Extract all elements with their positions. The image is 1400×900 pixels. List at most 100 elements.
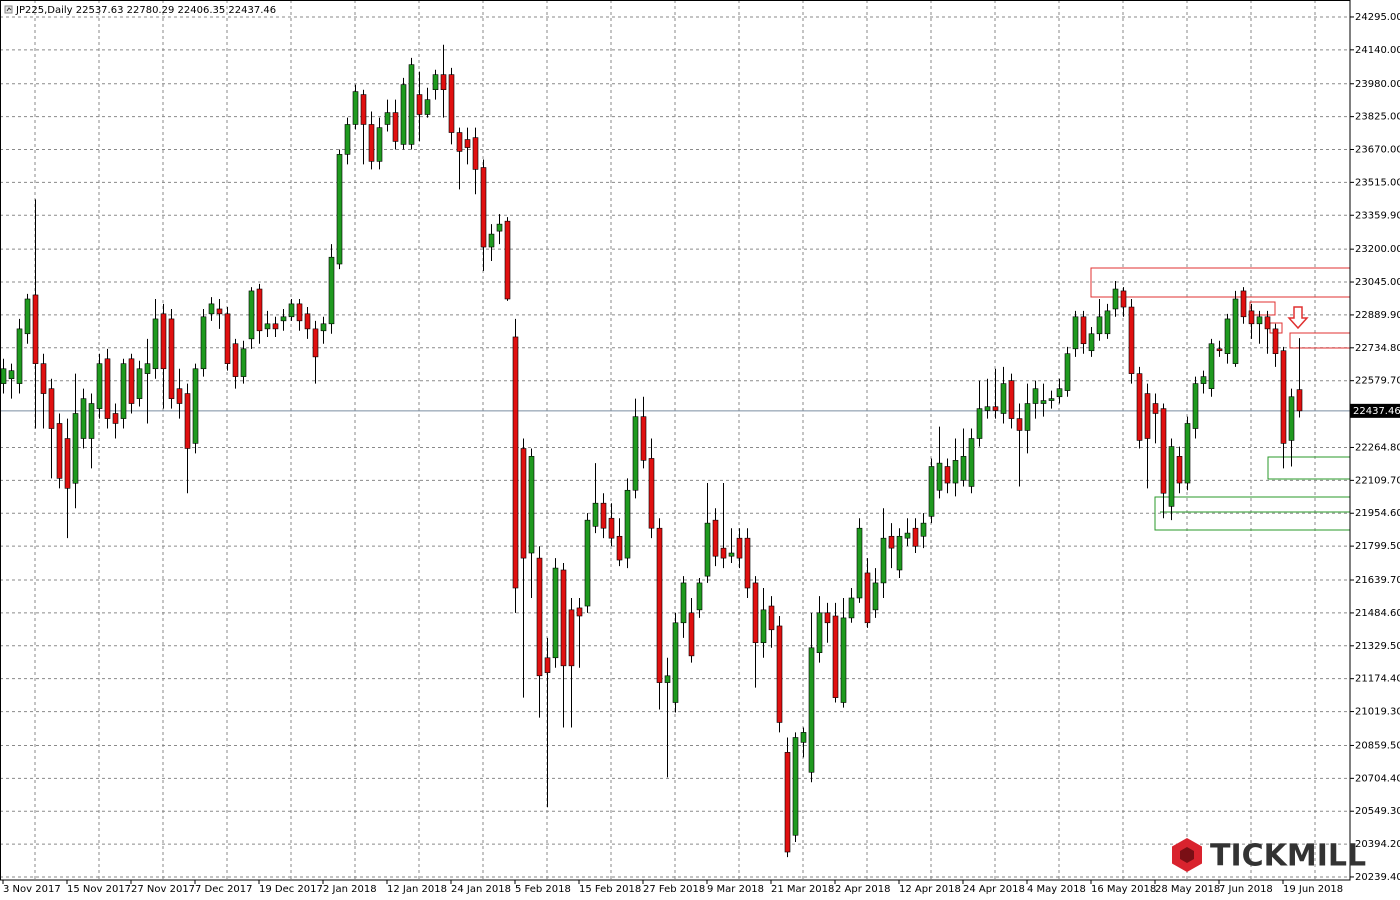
candle-body	[840, 617, 847, 703]
candle-body	[760, 609, 767, 644]
x-tick-label: 24 Apr 2018	[963, 884, 1025, 895]
candle-body	[792, 737, 799, 836]
candle-body	[160, 313, 167, 370]
candle-body	[1144, 393, 1151, 439]
candle-body	[392, 112, 399, 142]
candle-body	[184, 393, 191, 449]
y-tick-label: 20549.30	[1355, 806, 1400, 817]
candle-body	[296, 303, 303, 322]
candle-body	[1184, 423, 1191, 484]
y-tick-label: 21019.30	[1355, 707, 1400, 718]
y-tick-label: 20859.50	[1355, 740, 1400, 751]
candle-body	[384, 112, 391, 125]
candle-body	[1072, 316, 1079, 350]
candle-body	[1176, 456, 1183, 484]
y-tick-label: 22889.90	[1355, 310, 1400, 321]
candle-body	[1256, 316, 1263, 325]
candle-body	[88, 403, 95, 439]
candle-body	[952, 460, 959, 484]
candle-body	[176, 388, 183, 404]
candle-body	[1216, 348, 1223, 352]
candle-body	[656, 527, 663, 683]
candle-body	[248, 290, 255, 340]
x-tick-label: 12 Apr 2018	[899, 884, 961, 895]
candle-body	[696, 582, 703, 611]
candle-body	[936, 462, 943, 491]
candle-body	[152, 318, 159, 370]
candle-body	[536, 557, 543, 677]
chart-title: JP225,Daily 22537.63 22780.29 22406.35 2…	[15, 5, 276, 16]
candle-body	[896, 535, 903, 571]
candle-body	[968, 438, 975, 487]
candle-body	[320, 323, 327, 332]
candle-body	[632, 416, 639, 491]
candle-body	[1056, 388, 1063, 398]
current-price-label: 22437.46	[1353, 406, 1400, 417]
candle-body	[1024, 403, 1031, 431]
candle-body	[712, 519, 719, 557]
plot-frame	[0, 0, 1351, 881]
header-icon-line	[6, 7, 12, 12]
candle-body	[1088, 333, 1095, 352]
candle-body	[144, 363, 151, 374]
y-tick-label: 21799.50	[1355, 541, 1400, 552]
y-tick-label: 23359.90	[1355, 210, 1400, 221]
candle-body	[1160, 408, 1167, 494]
candle-body	[720, 547, 727, 559]
candle-body	[664, 675, 671, 683]
x-tick-label: 19 Dec 2017	[259, 884, 323, 895]
y-tick-label: 21174.40	[1355, 674, 1400, 685]
candle-body	[864, 572, 871, 624]
candle-body	[352, 91, 359, 125]
candle-body	[1152, 403, 1159, 414]
x-tick-label: 4 May 2018	[1027, 884, 1086, 895]
y-tick-label: 24295.00	[1355, 12, 1400, 23]
candle-body	[752, 582, 759, 644]
candle-body	[496, 223, 503, 232]
candle-body	[48, 388, 55, 429]
candle-body	[288, 303, 295, 318]
candle-body	[360, 94, 367, 125]
candle-body	[960, 456, 967, 481]
candle-body	[16, 328, 23, 384]
candle-body	[472, 137, 479, 170]
candle-body	[72, 413, 79, 484]
candle-body	[1120, 290, 1127, 308]
candle-body	[64, 438, 71, 489]
candle-body	[648, 458, 655, 529]
candle-body	[200, 316, 207, 370]
x-tick-label: 15 Nov 2017	[67, 884, 131, 895]
candle-body	[504, 220, 511, 300]
y-tick-label: 21639.70	[1355, 575, 1400, 586]
candle-body	[888, 535, 895, 549]
candle-body	[584, 519, 591, 607]
y-tick-label: 23200.00	[1355, 244, 1400, 255]
y-tick-label: 23515.00	[1355, 177, 1400, 188]
candle-body	[800, 732, 807, 743]
candle-body	[256, 288, 263, 332]
candle-body	[912, 527, 919, 547]
candle-body	[1096, 316, 1103, 335]
candle-body	[1200, 376, 1207, 384]
candle-body	[528, 456, 535, 554]
candle-body	[1296, 389, 1303, 412]
candle-body	[336, 154, 343, 265]
candle-body	[768, 605, 775, 631]
candle-body	[456, 132, 463, 152]
candle-body	[776, 625, 783, 723]
candle-body	[432, 74, 439, 90]
candle-body	[728, 552, 735, 557]
candle-body	[616, 535, 623, 561]
y-tick-label: 24140.00	[1355, 45, 1400, 56]
candle-body	[672, 622, 679, 703]
candle-body	[168, 318, 175, 399]
candle-body	[1288, 396, 1295, 441]
candle-body	[872, 582, 879, 611]
x-tick-label: 2 Jan 2018	[323, 884, 377, 895]
current-price-box	[1350, 403, 1400, 418]
logo: TICKMILL	[1172, 838, 1366, 874]
y-tick-label: 23825.00	[1355, 112, 1400, 123]
x-tick-label: 27 Nov 2017	[131, 884, 195, 895]
candle-body	[1224, 318, 1231, 354]
